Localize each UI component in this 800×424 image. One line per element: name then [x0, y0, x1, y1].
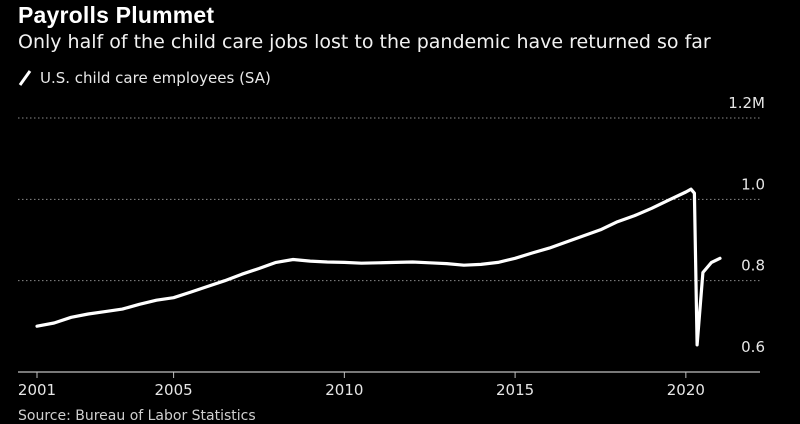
x-tick-label: 2010 — [325, 381, 363, 399]
y-tick-label: 1.0 — [741, 175, 765, 193]
legend: U.S. child care employees (SA) — [18, 69, 271, 87]
y-tick-label: 1.2M — [728, 94, 765, 112]
y-tick-label: 0.6 — [741, 338, 765, 356]
legend-label: U.S. child care employees (SA) — [40, 69, 271, 87]
chart-subtitle: Only half of the child care jobs lost to… — [18, 31, 711, 53]
x-tick-label: 2015 — [496, 381, 534, 399]
x-tick-label: 2020 — [667, 381, 705, 399]
series-line-0 — [35, 187, 722, 347]
source-note: Source: Bureau of Labor Statistics — [18, 408, 256, 424]
chart-title: Payrolls Plummet — [18, 2, 215, 28]
y-tick-label: 0.8 — [741, 257, 765, 275]
x-tick-label: 2001 — [18, 381, 56, 399]
legend-swatch-line — [18, 70, 32, 86]
x-tick-label: 2005 — [155, 381, 193, 399]
